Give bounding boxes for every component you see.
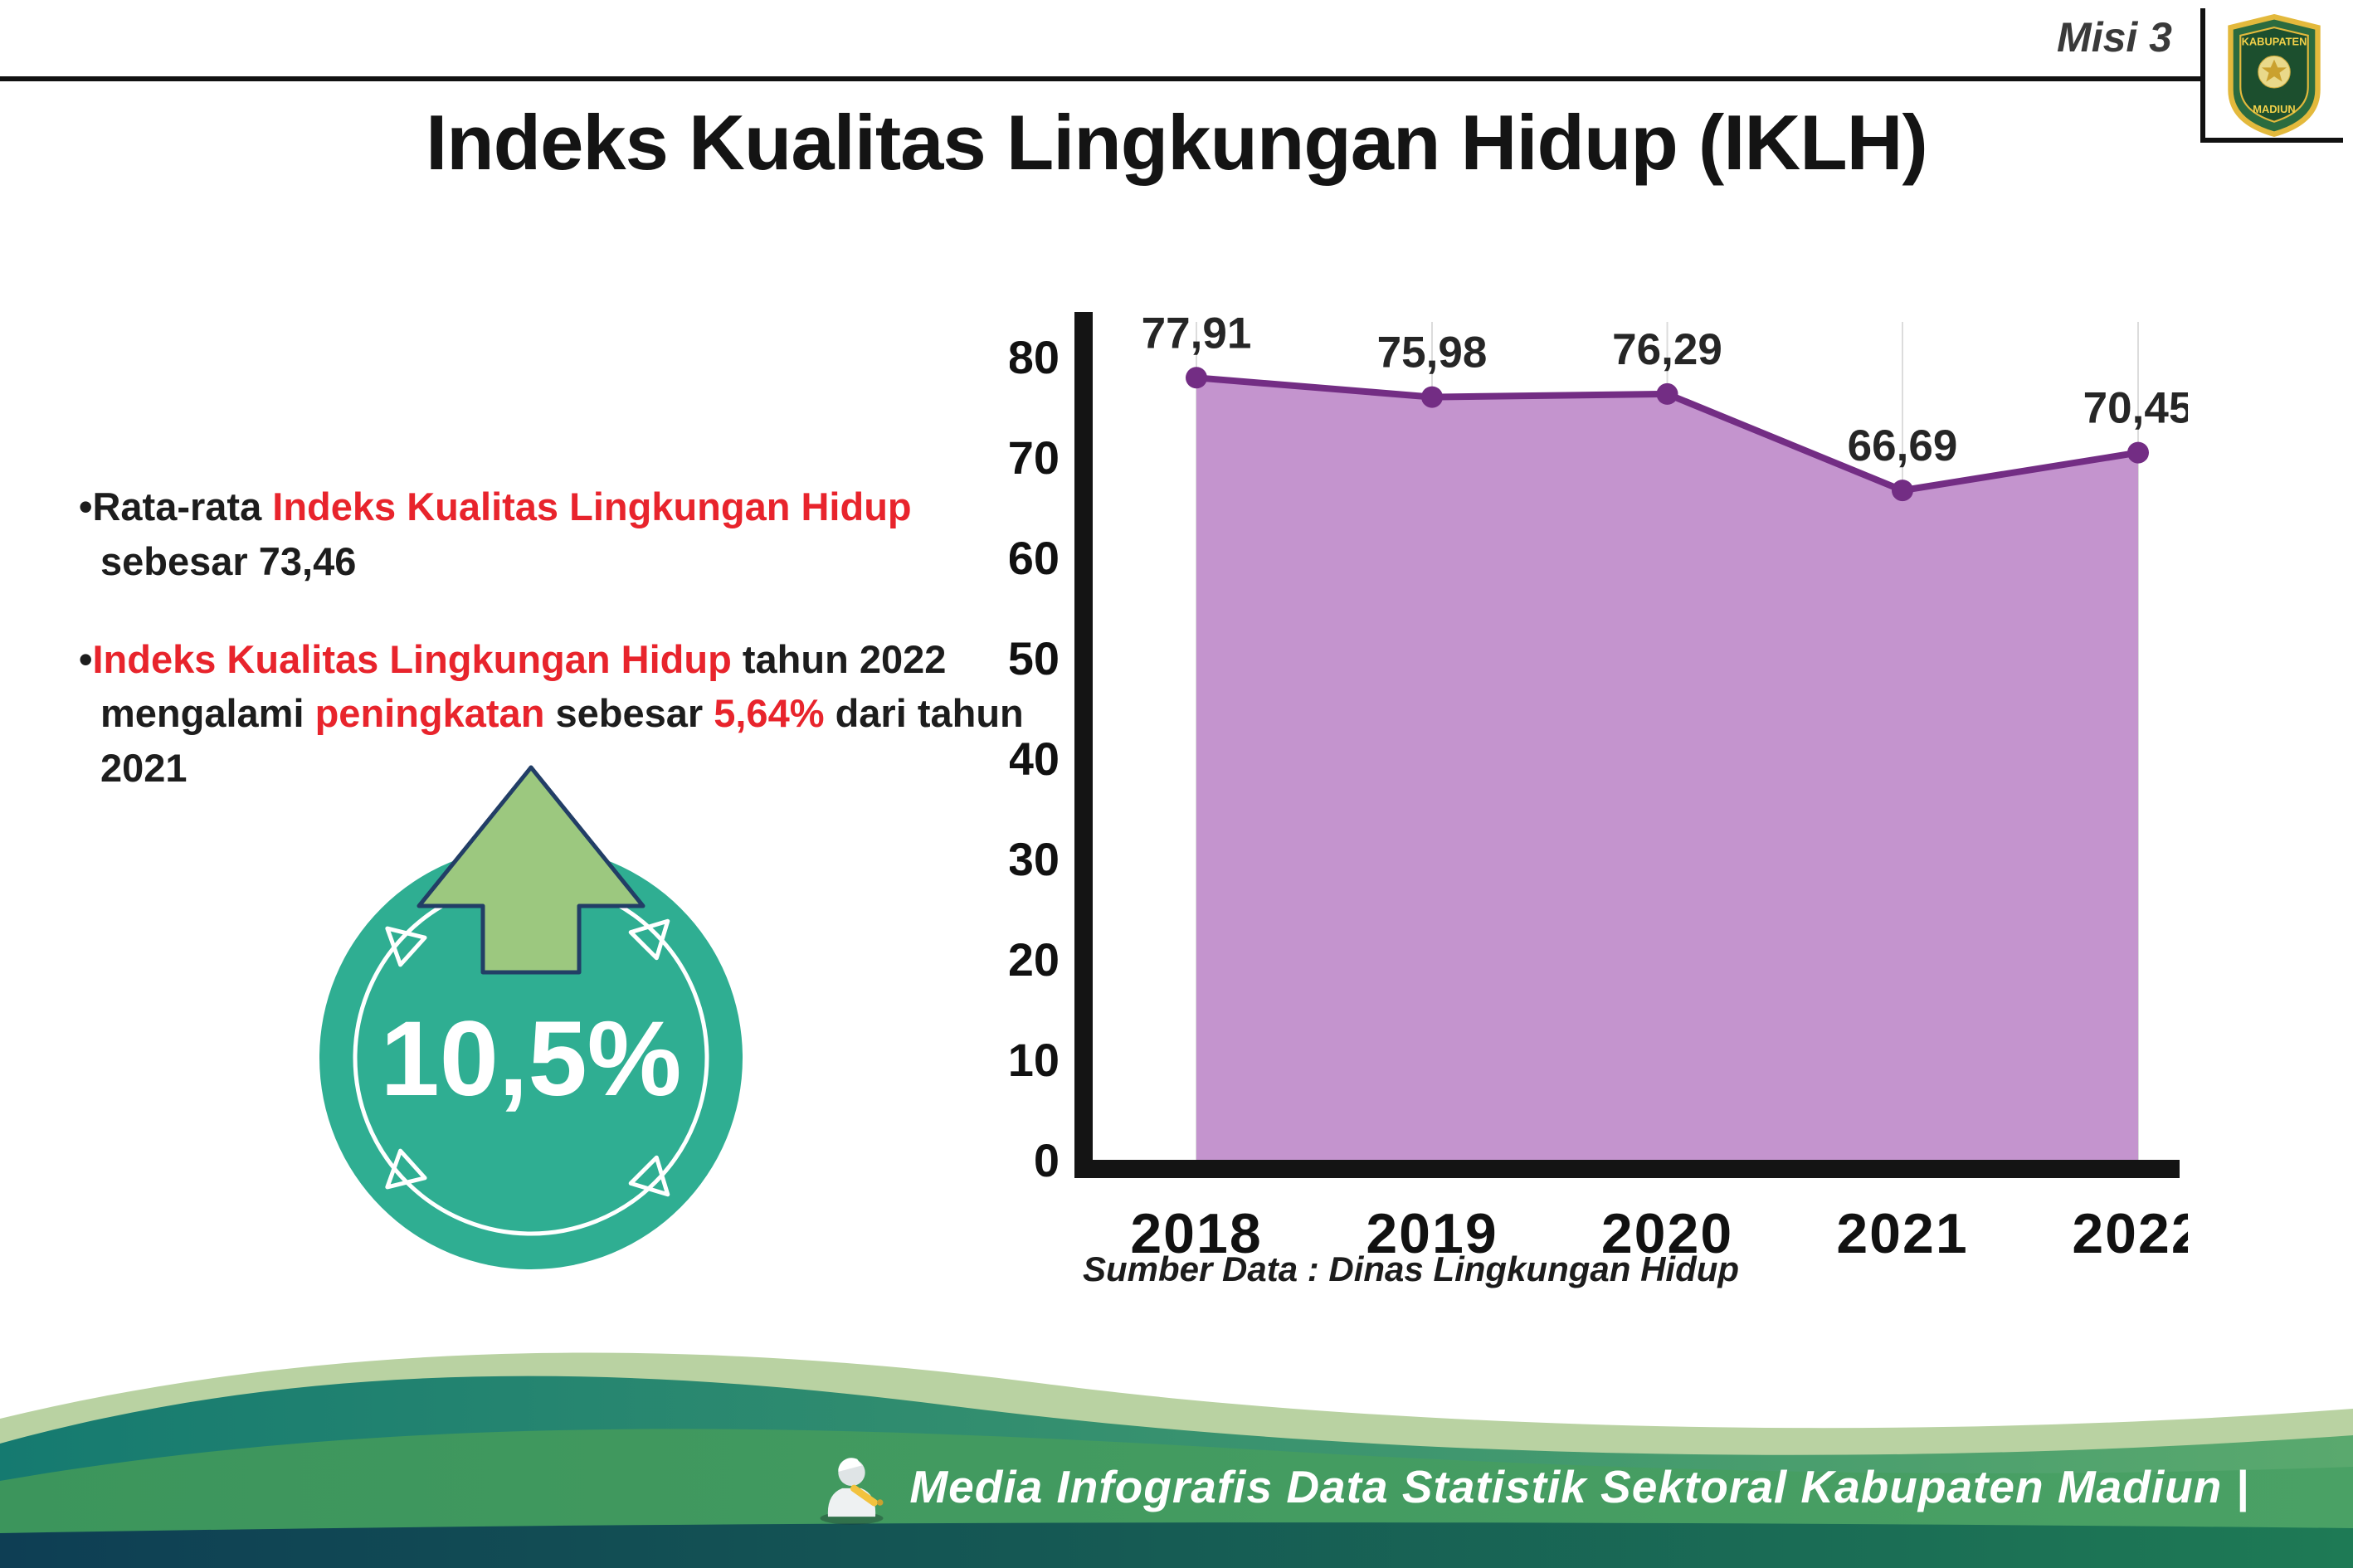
y-tick-label: 80 [1010, 331, 1060, 383]
bullet-marker: • [79, 636, 93, 681]
percent-increase-badge: 10,5% [319, 765, 743, 1269]
header-rule [0, 76, 2200, 81]
text-segment: Rata-rata [92, 485, 273, 528]
y-tick-label: 10 [1010, 1034, 1060, 1086]
data-point [2127, 441, 2149, 464]
up-arrow-icon [417, 765, 645, 975]
bullet-item: •Indeks Kualitas Lingkungan Hidup tahun … [79, 632, 1033, 796]
x-axis [1074, 1160, 2180, 1178]
iklh-area-chart: 0 10 20 30 40 50 60 70 80 77,91 75,98 76,29 66,69 70,… [1008, 309, 2203, 1265]
misi-label: Misi 3 [2057, 14, 2172, 61]
credit-text: Media Infografis Data Statistik Sektoral… [909, 1461, 2249, 1512]
value-label: 77,91 [1142, 309, 1252, 358]
y-tick-label: 60 [1010, 532, 1060, 584]
data-point [1421, 386, 1443, 408]
svg-text:MADIUN: MADIUN [2253, 103, 2295, 115]
x-category-label: 2019 [1366, 1202, 1498, 1265]
text-segment: 5,64% [714, 691, 825, 736]
x-category-label: 2022 [2072, 1202, 2188, 1265]
y-tick-label: 50 [1010, 632, 1060, 684]
logo-frame: KABUPATEN MADIUN [2200, 8, 2343, 143]
bullet-marker: • [79, 485, 93, 528]
x-category-label: 2018 [1130, 1202, 1262, 1265]
text-segment: Indeks Kualitas Lingkungan Hidup [272, 485, 912, 528]
footer-credit: Media Infografis Data Statistik Sektoral… [812, 1445, 2249, 1528]
kabupaten-madiun-logo: KABUPATEN MADIUN [2228, 13, 2321, 138]
y-axis [1074, 312, 1093, 1178]
svg-text:KABUPATEN: KABUPATEN [2242, 36, 2307, 48]
bullet-list: •Rata-rata Indeks Kualitas Lingkungan Hi… [79, 480, 1033, 839]
footer-wave-decoration [0, 1319, 2353, 1568]
text-segment: peningkatan [314, 691, 545, 736]
text-segment: sebesar [544, 691, 714, 736]
area-fill [1196, 377, 2138, 1160]
data-point [1656, 382, 1678, 405]
y-tick-label: 20 [1010, 933, 1060, 986]
writer-mascot-icon [820, 1458, 884, 1525]
value-label: 66,69 [1848, 421, 1958, 470]
text-segment: Indeks Kualitas Lingkungan Hidup [92, 636, 732, 681]
y-tick-label: 40 [1010, 733, 1060, 785]
text-segment: tahun 2022 mengalami [100, 636, 947, 736]
chart-source: Sumber Data : Dinas Lingkungan Hidup [1083, 1249, 1740, 1288]
x-category-label: 2020 [1601, 1202, 1733, 1265]
y-tick-label: 0 [1034, 1134, 1060, 1186]
chart-area: 0 10 20 30 40 50 60 70 80 77,91 75,98 76,29 66,69 70,… [1008, 274, 2203, 1352]
percent-value: 10,5% [381, 1000, 682, 1118]
bullet-item: •Rata-rata Indeks Kualitas Lingkungan Hi… [79, 480, 1033, 589]
text-segment: dari tahun 2021 [100, 691, 1024, 791]
x-category-label: 2021 [1836, 1202, 1968, 1265]
y-tick-label: 30 [1010, 833, 1060, 885]
data-point [1892, 480, 1913, 502]
page-title: Indeks Kualitas Lingkungan Hidup (IKLH) [426, 99, 1928, 186]
value-label: 76,29 [1612, 325, 1722, 374]
data-point [1186, 367, 1207, 389]
text-segment: sebesar 73,46 [100, 538, 357, 583]
value-label: 70,45 [2083, 384, 2188, 433]
badge-tick-marks [385, 918, 670, 1197]
value-label: 75,98 [1377, 329, 1488, 377]
y-tick-label: 70 [1010, 431, 1060, 484]
